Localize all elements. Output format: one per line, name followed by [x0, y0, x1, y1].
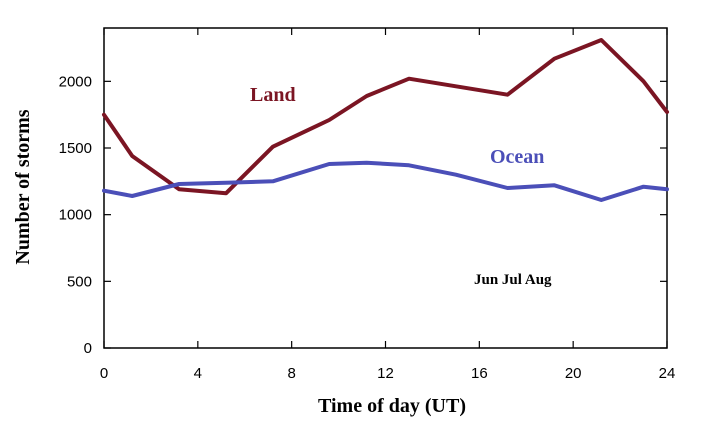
x-tick-label: 20: [565, 365, 582, 382]
plot-frame: [103, 27, 668, 349]
y-tick-label: 1000: [59, 207, 92, 224]
x-tick-label: 8: [287, 365, 295, 382]
x-tick-label: 24: [659, 365, 676, 382]
y-axis-ticks: 0 500 1000 1500 2000: [59, 73, 667, 357]
x-tick-label: 0: [100, 365, 108, 382]
y-tick-label: 0: [84, 340, 92, 357]
x-axis-title: Time of day (UT): [318, 395, 466, 417]
y-tick-label: 2000: [59, 73, 92, 90]
x-tick-label: 12: [377, 365, 394, 382]
season-annotation: Jun Jul Aug: [474, 272, 552, 288]
series-line-land: [102, 38, 669, 196]
series-label-land: Land: [250, 84, 296, 106]
series-label-ocean: Ocean: [490, 146, 544, 168]
x-axis-ticks: 0 4 8 12 16 20 24: [100, 28, 676, 382]
x-tick-label: 4: [194, 365, 202, 382]
x-tick-label: 16: [471, 365, 488, 382]
y-tick-label: 1500: [59, 140, 92, 157]
series-lines: [102, 38, 669, 202]
y-axis-title: Number of storms: [12, 109, 34, 264]
y-tick-label: 500: [67, 273, 92, 290]
series-line-ocean: [102, 160, 669, 202]
plot-border: [103, 27, 668, 349]
